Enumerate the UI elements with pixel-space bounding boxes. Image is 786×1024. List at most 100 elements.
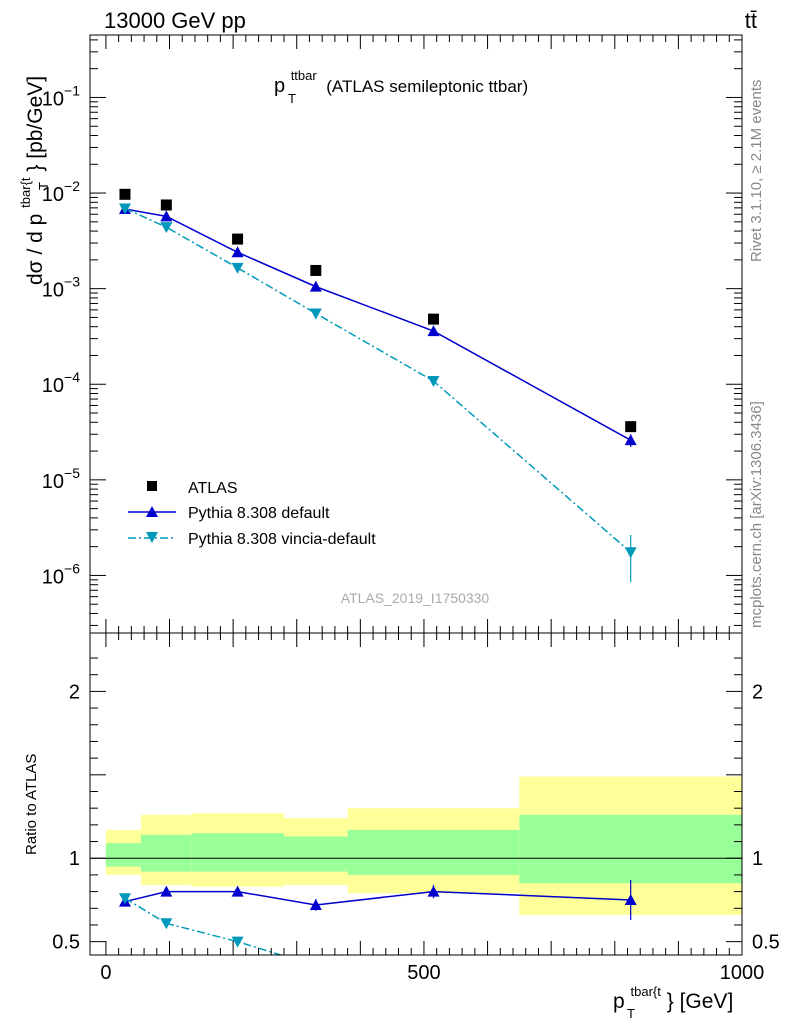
source-label: mcplots.cern.ch [arXiv:1306.3436] — [748, 401, 765, 628]
main-y-axis-label-sup: tbar{t — [18, 177, 33, 208]
ratio-point-pythia-8-308-vincia-default — [160, 918, 173, 930]
process-label: 13000 GeV pp — [104, 8, 246, 33]
main-point-pythia-8-308-default — [427, 325, 440, 337]
ratio-series-line-pythia-8-308-default — [124, 890, 631, 906]
ratio-y-tick-label-right: 2 — [752, 681, 763, 703]
main-point-atlas — [119, 188, 131, 200]
ratio-y-axis-label: Ratio to ATLAS — [23, 754, 40, 855]
ratio-point-pythia-8-308-vincia-default — [118, 893, 131, 905]
rivet-version-label: Rivet 3.1.10, ≥ 2.1M events — [748, 80, 765, 263]
legend-entry-atlas: ATLAS — [147, 480, 238, 497]
ratio-point-pythia-8-308-vincia-default — [310, 961, 322, 972]
ratio-axes: 0.5 0.5 1 1 2 2 0 500 1000 — [52, 633, 780, 984]
main-y-tick-exponent: −2 — [64, 178, 80, 194]
main-y-tick-exponent: −6 — [64, 560, 80, 576]
x-tick-label: 500 — [407, 962, 440, 984]
main-y-axis-label-a: dσ / d p — [24, 214, 47, 285]
main-y-tick-label: 10−2 — [42, 178, 80, 206]
ratio-band-green — [519, 814, 742, 884]
ratio-y-tick-label-right: 1 — [752, 848, 763, 870]
x-axis-label: p tbar{t } [GeV] — [613, 978, 733, 1013]
x-axis-label-sup: tbar{t — [631, 984, 662, 999]
main-y-tick-base: 10 — [42, 566, 64, 588]
ratio-band-green — [140, 834, 192, 872]
main-point-pythia-8-308-default — [231, 246, 244, 258]
main-point-atlas — [427, 313, 439, 325]
main-point-pythia-8-308-vincia-default — [624, 547, 637, 559]
main-panel: p ttbar (ATLAS semileptonic ttbar) T ATL… — [12, 34, 743, 634]
legend-entry-pythia-vincia: Pythia 8.308 vincia-default — [128, 531, 376, 548]
main-y-tick-base: 10 — [42, 280, 64, 302]
main-point-atlas — [625, 421, 637, 433]
ratio-point-pythia-8-308-default — [231, 885, 244, 897]
main-series-line-pythia-8-308-vincia-default — [124, 207, 632, 553]
ratio-band-green — [105, 843, 141, 867]
main-point-atlas — [232, 233, 244, 245]
main-plot-area — [118, 188, 637, 583]
legend-entry-pythia-default: Pythia 8.308 default — [128, 505, 330, 522]
ratio-point-pythia-8-308-default — [309, 898, 322, 910]
main-y-tick-base: 10 — [42, 471, 64, 493]
main-y-tick-base: 10 — [42, 375, 64, 397]
ratio-panel: 0.5 0.5 1 1 2 2 0 500 1000 Ratio to ATLAS p tbar… — [23, 632, 780, 1021]
ratio-band-green — [284, 836, 348, 872]
main-y-tick-exponent: −5 — [64, 465, 80, 481]
plot-title-sub: T — [288, 91, 296, 106]
x-axis-label-sub: T — [627, 1006, 635, 1021]
main-point-pythia-8-308-vincia-default — [231, 262, 244, 274]
main-y-tick-exponent: −4 — [64, 369, 80, 385]
legend: ATLAS Pythia 8.308 default Pythia 8.308 … — [128, 480, 376, 548]
ratio-band-green — [191, 833, 285, 872]
x-tick-label: 0 — [100, 962, 111, 984]
plot-title: p ttbar (ATLAS semileptonic ttbar) — [274, 63, 528, 97]
main-point-atlas — [160, 199, 172, 211]
main-y-tick-label: 10−4 — [42, 369, 80, 397]
ratio-y-tick-label-right: 0.5 — [752, 932, 780, 954]
ratio-series-line-pythia-8-308-vincia-default — [124, 897, 284, 955]
plot-title-main: p — [274, 75, 285, 97]
main-y-tick-label: 10−3 — [42, 274, 80, 302]
analysis-watermark: ATLAS_2019_I1750330 — [341, 590, 490, 606]
main-y-tick-exponent: −3 — [64, 274, 80, 290]
main-y-tick-base: 10 — [42, 88, 64, 110]
main-point-pythia-8-308-vincia-default — [118, 203, 131, 215]
channel-label: tt̄ — [745, 8, 757, 33]
ratio-plot-area — [90, 776, 742, 972]
ratio-point-pythia-8-308-default — [624, 893, 637, 905]
main-y-axis-label-sub: T — [36, 182, 51, 190]
legend-pythia-vincia-label: Pythia 8.308 vincia-default — [188, 531, 376, 548]
x-axis-label-a: p — [613, 990, 625, 1013]
ratio-y-tick-label: 2 — [69, 681, 80, 703]
main-point-pythia-8-308-vincia-default — [427, 376, 440, 388]
main-y-axis-label: dσ / d p tbar{t } [pb/GeV] — [12, 76, 47, 285]
main-point-pythia-8-308-vincia-default — [309, 308, 322, 320]
ratio-y-tick-label: 1 — [69, 848, 80, 870]
legend-pythia-default-label: Pythia 8.308 default — [188, 505, 330, 522]
main-point-atlas — [310, 264, 322, 276]
main-y-tick-base: 10 — [42, 184, 64, 206]
main-point-pythia-8-308-default — [309, 280, 322, 292]
main-y-axis-label-b: } [pb/GeV] — [24, 76, 47, 172]
main-y-tick-label: 10−5 — [42, 465, 80, 493]
plot-title-rest: (ATLAS semileptonic ttbar) — [326, 77, 528, 96]
main-y-tick-exponent: −1 — [64, 82, 80, 98]
x-tick-label: 1000 — [720, 962, 765, 984]
ratio-point-pythia-8-308-default — [427, 885, 440, 897]
ratio-band-green — [347, 829, 520, 875]
main-series-line-pythia-8-308-default — [124, 208, 632, 441]
x-axis-label-b: } [GeV] — [667, 990, 734, 1013]
main-y-tick-label: 10−1 — [42, 82, 80, 110]
legend-pythia-vincia-marker — [146, 532, 158, 543]
legend-atlas-label: ATLAS — [188, 480, 238, 497]
ratio-panel-frame — [89, 632, 743, 956]
plot-title-sup: ttbar — [291, 68, 318, 83]
ratio-point-pythia-8-308-default — [160, 885, 173, 897]
main-y-tick-label: 10−6 — [42, 560, 80, 588]
ratio-y-tick-label: 0.5 — [52, 932, 80, 954]
ratio-point-pythia-8-308-vincia-default — [231, 936, 244, 948]
main-point-pythia-8-308-vincia-default — [160, 222, 173, 234]
main-point-pythia-8-308-default — [624, 434, 637, 446]
legend-atlas-marker — [147, 481, 157, 491]
legend-pythia-default-marker — [146, 506, 158, 517]
